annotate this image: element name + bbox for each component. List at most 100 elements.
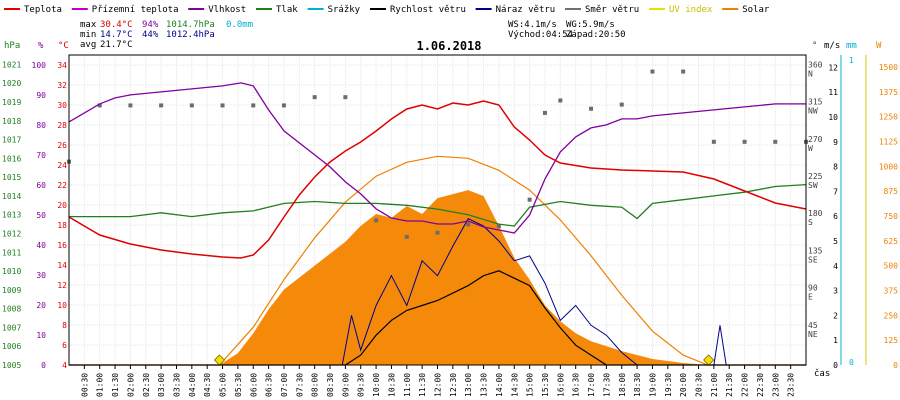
time-tick: 20:00 xyxy=(679,373,688,397)
time-tick: 16:30 xyxy=(572,373,581,397)
stat-min-hum: 44% xyxy=(142,30,159,40)
ms-tick: 6 xyxy=(833,212,838,221)
dir-tick-label: S xyxy=(808,218,813,227)
ms-unit: m/s xyxy=(824,41,840,51)
time-tick: 02:30 xyxy=(142,373,151,397)
pct-tick: 50 xyxy=(36,211,46,220)
wind-dir-point xyxy=(189,103,194,108)
time-tick: 09:30 xyxy=(357,373,366,397)
pct-unit: % xyxy=(38,41,44,51)
ms-tick: 11 xyxy=(828,88,838,97)
time-tick: 08:00 xyxy=(311,373,320,397)
pct-tick: 40 xyxy=(36,241,46,250)
pct-tick: 70 xyxy=(36,151,46,160)
dir-tick: 270 xyxy=(808,135,823,144)
hpa-tick: 1011 xyxy=(2,248,21,257)
w-tick: 1250 xyxy=(879,113,898,122)
series-pressure xyxy=(69,183,807,227)
legend-label: UV index xyxy=(669,5,713,15)
hpa-tick: 1009 xyxy=(2,286,21,295)
legend-label: Náraz větru xyxy=(496,5,556,15)
time-tick: 16:00 xyxy=(556,373,565,397)
time-tick: 11:00 xyxy=(403,373,412,397)
series-solar-clear xyxy=(69,155,806,366)
dir-tick: 90 xyxy=(808,284,818,293)
dir-tick: 225 xyxy=(808,172,823,181)
time-tick: 07:00 xyxy=(280,373,289,397)
hpa-tick: 1014 xyxy=(2,192,21,201)
time-tick: 01:30 xyxy=(111,373,120,397)
w-tick: 1125 xyxy=(879,137,898,146)
time-tick: 22:30 xyxy=(756,373,765,397)
time-tick: 19:00 xyxy=(648,373,657,397)
time-tick: 05:00 xyxy=(219,373,228,397)
pct-tick: 20 xyxy=(36,301,46,310)
time-tick: 21:00 xyxy=(710,373,719,397)
w-tick: 875 xyxy=(884,187,899,196)
wind-dir-point xyxy=(742,139,747,144)
chart-title: 1.06.2018 xyxy=(416,39,481,53)
stats-block: max 30.4°C 94% 1014.7hPa 0.0mm min 14.7°… xyxy=(80,20,626,50)
c-tick: 18 xyxy=(57,221,67,230)
hpa-tick: 1006 xyxy=(2,342,21,351)
ms-tick: 8 xyxy=(833,163,838,172)
c-tick: 6 xyxy=(62,341,67,350)
time-tick: 10:30 xyxy=(387,373,396,397)
hpa-tick: 1015 xyxy=(2,173,21,182)
legend-label: Tlak xyxy=(276,5,298,15)
ms-tick: 10 xyxy=(828,113,838,122)
stat-min-temp: 14.7°C xyxy=(100,30,133,40)
dir-tick-label: E xyxy=(808,293,813,302)
hpa-tick: 1008 xyxy=(2,305,21,314)
w-tick: 250 xyxy=(884,311,899,320)
hpa-tick: 1021 xyxy=(2,60,21,69)
time-tick: 12:00 xyxy=(434,373,443,397)
time-tick: 13:30 xyxy=(480,373,489,397)
time-unit: čas xyxy=(814,368,830,379)
plot-area xyxy=(67,69,808,366)
mm-unit: mm xyxy=(846,41,857,51)
series-temperature xyxy=(68,100,807,259)
dir-tick-label: SE xyxy=(808,255,818,264)
stat-max-label: max xyxy=(80,20,97,30)
time-tick: 08:30 xyxy=(326,373,335,397)
dir-tick: 135 xyxy=(808,246,823,255)
time-tick: 01:00 xyxy=(96,373,105,397)
ms-tick: 3 xyxy=(833,287,838,296)
ms-tick: 4 xyxy=(833,262,838,271)
c-tick: 24 xyxy=(57,161,67,170)
wind-dir-point xyxy=(159,103,164,108)
stat-avg-temp: 21.7°C xyxy=(100,40,133,50)
stat-min-label: min xyxy=(80,30,96,40)
stat-wg: WG:5.9m/s xyxy=(566,20,615,30)
stat-max-press: 1014.7hPa xyxy=(166,20,215,30)
time-tick: 19:30 xyxy=(664,373,673,397)
c-tick: 10 xyxy=(57,301,67,310)
stat-sunrise: Východ:04:54 xyxy=(508,30,573,40)
wind-dir-point xyxy=(281,103,286,108)
wind-dir-point xyxy=(619,102,624,107)
c-tick: 30 xyxy=(57,101,67,110)
series-humidity xyxy=(68,82,806,234)
stat-avg-label: avg xyxy=(80,40,96,50)
dir-tick: 45 xyxy=(808,321,818,330)
axes: 1021102010191018101710161015101410131012… xyxy=(2,54,899,397)
wind-dir-point xyxy=(220,103,225,108)
c-tick: 26 xyxy=(57,141,67,150)
series-wind-speed xyxy=(69,270,806,366)
legend-label: Teplota xyxy=(24,5,62,15)
stat-max-hum: 94% xyxy=(142,20,159,30)
stat-min-press: 1012.4hPa xyxy=(166,30,215,40)
ms-tick: 5 xyxy=(833,237,838,246)
wind-dir-point xyxy=(251,103,256,108)
hpa-tick: 1012 xyxy=(2,229,21,238)
legend-label: Solar xyxy=(742,5,770,15)
c-tick: 32 xyxy=(57,81,67,90)
ms-tick: 1 xyxy=(833,336,838,345)
time-tick: 09:00 xyxy=(341,373,350,397)
c-tick: 4 xyxy=(62,361,67,370)
time-tick: 18:00 xyxy=(618,373,627,397)
hpa-tick: 1019 xyxy=(2,98,21,107)
time-tick: 06:00 xyxy=(249,373,258,397)
